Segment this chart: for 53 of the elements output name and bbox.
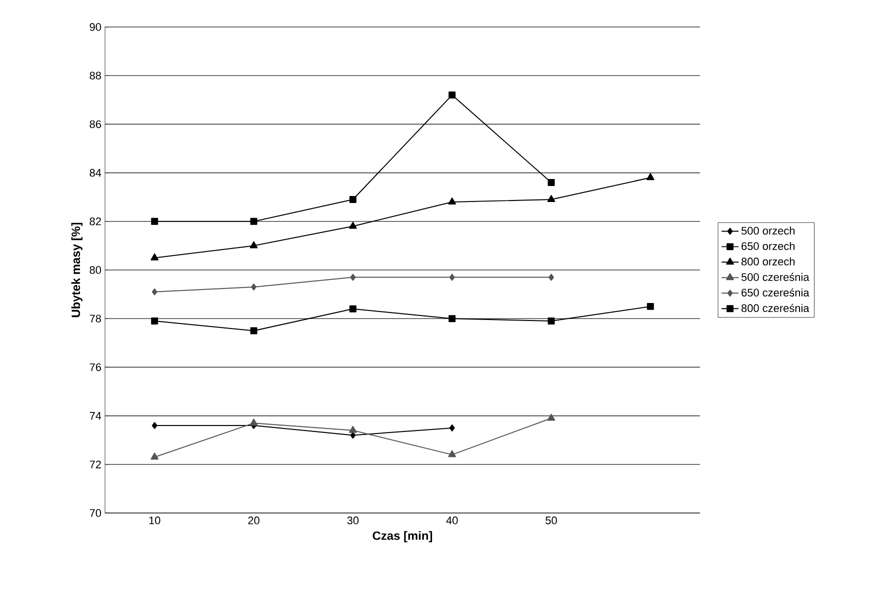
point (151, 218, 158, 225)
point (548, 179, 555, 186)
x-axis-title: Czas [min] (372, 531, 432, 542)
x-tick-label: 20 (248, 516, 260, 524)
point (548, 318, 555, 325)
legend-label: 800 czereśnia (742, 304, 810, 312)
point (449, 424, 455, 432)
point (250, 218, 258, 225)
legend-label: 500 czereśnia (741, 272, 810, 281)
point (150, 452, 159, 460)
point (547, 414, 556, 421)
legend-label: 800 orzech (742, 257, 795, 266)
point (448, 92, 456, 99)
y-tick-label: 76 (90, 363, 101, 372)
point (152, 288, 158, 296)
point (350, 274, 356, 281)
legend-label: 650 orzech (742, 242, 795, 250)
x-tick-label: 40 (446, 516, 458, 524)
point (448, 197, 456, 204)
y-tick-label: 90 (90, 23, 102, 31)
point (448, 450, 456, 458)
point (250, 418, 258, 426)
legend-label: 500 orzech (741, 226, 795, 235)
point (449, 274, 455, 281)
point (152, 422, 158, 430)
point (350, 432, 356, 439)
y-tick-label: 78 (90, 314, 101, 322)
y-tick-label: 84 (90, 168, 102, 177)
x-tick-label: 10 (149, 516, 160, 524)
y-tick-label: 72 (90, 460, 101, 468)
y-tick-label: 74 (90, 412, 102, 420)
point (151, 318, 158, 325)
y-tick-label: 80 (90, 266, 102, 274)
point (348, 426, 357, 433)
point (547, 195, 556, 202)
point (646, 302, 654, 310)
y-tick-label: 88 (90, 72, 101, 80)
point (548, 274, 554, 281)
y-axis-title: Ubytek masy [%] (71, 222, 82, 318)
point (646, 173, 654, 180)
y-tick-label: 82 (90, 218, 101, 226)
point (150, 253, 159, 260)
point (448, 315, 456, 322)
point (348, 222, 357, 229)
point (349, 305, 356, 312)
point (251, 284, 256, 290)
point (349, 196, 356, 204)
y-tick-label: 70 (90, 509, 102, 517)
point (250, 241, 258, 248)
y-tick-label: 86 (90, 120, 101, 128)
x-tick-label: 50 (546, 516, 557, 524)
x-tick-label: 30 (347, 516, 359, 524)
legend-label: 650 czereśnia (742, 288, 810, 297)
